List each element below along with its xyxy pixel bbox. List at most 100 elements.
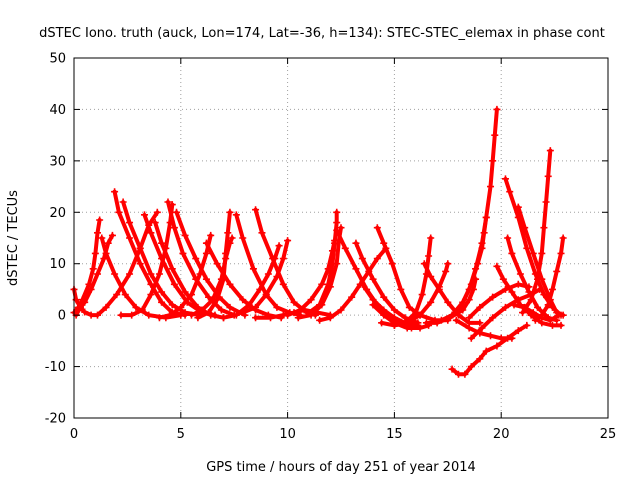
data-point bbox=[249, 265, 257, 273]
data-point bbox=[232, 211, 240, 219]
data-point bbox=[493, 342, 501, 350]
data-point bbox=[474, 260, 482, 268]
data-point bbox=[489, 157, 497, 165]
data-point bbox=[534, 303, 542, 311]
chart-title: dSTEC Iono. truth (auck, Lon=174, Lat=-3… bbox=[39, 26, 605, 41]
data-point bbox=[326, 314, 334, 322]
x-axis-label: GPS time / hours of day 251 of year 2014 bbox=[206, 460, 476, 475]
data-point bbox=[239, 296, 247, 304]
series-line bbox=[450, 323, 529, 377]
data-point bbox=[397, 285, 405, 293]
data-point bbox=[147, 291, 155, 299]
data-point bbox=[81, 298, 89, 306]
data-point bbox=[136, 244, 144, 252]
data-point bbox=[153, 208, 161, 216]
data-point bbox=[155, 314, 163, 322]
series-30 bbox=[390, 260, 452, 329]
data-point bbox=[96, 216, 104, 224]
data-point bbox=[158, 298, 166, 306]
data-point bbox=[546, 316, 554, 324]
data-point bbox=[467, 334, 475, 342]
y-tick-label: 40 bbox=[49, 103, 66, 118]
data-point bbox=[228, 234, 236, 242]
data-series bbox=[70, 105, 567, 378]
series-43 bbox=[519, 147, 554, 317]
data-point bbox=[422, 319, 430, 327]
data-point bbox=[510, 301, 518, 309]
data-point bbox=[416, 324, 424, 332]
data-point bbox=[173, 208, 181, 216]
data-point bbox=[403, 319, 411, 327]
data-point bbox=[465, 324, 473, 332]
data-point bbox=[487, 183, 495, 191]
data-point bbox=[499, 275, 507, 283]
data-point bbox=[352, 265, 360, 273]
data-point bbox=[187, 291, 195, 299]
data-point bbox=[168, 265, 176, 273]
data-point bbox=[508, 249, 516, 257]
data-point bbox=[504, 234, 512, 242]
data-point bbox=[523, 321, 531, 329]
data-point bbox=[482, 213, 490, 221]
data-point bbox=[273, 303, 281, 311]
data-point bbox=[226, 280, 234, 288]
data-point bbox=[202, 249, 210, 257]
data-point bbox=[140, 211, 148, 219]
data-point bbox=[194, 303, 202, 311]
data-point bbox=[390, 306, 398, 314]
x-tick-label: 10 bbox=[279, 427, 296, 442]
data-point bbox=[459, 298, 467, 306]
series-37 bbox=[452, 316, 516, 342]
data-point bbox=[205, 309, 213, 317]
data-point bbox=[467, 280, 475, 288]
x-tick-label: 15 bbox=[386, 427, 403, 442]
series-11 bbox=[155, 231, 215, 322]
data-point bbox=[145, 311, 153, 319]
data-point bbox=[514, 203, 522, 211]
data-point bbox=[179, 249, 187, 257]
data-point bbox=[279, 255, 287, 263]
data-point bbox=[448, 311, 456, 319]
data-point bbox=[548, 285, 556, 293]
data-point bbox=[559, 234, 567, 242]
data-point bbox=[198, 306, 206, 314]
data-point bbox=[102, 303, 110, 311]
data-point bbox=[378, 319, 386, 327]
data-point bbox=[369, 301, 377, 309]
data-point bbox=[121, 291, 129, 299]
data-point bbox=[444, 260, 452, 268]
series-17 bbox=[202, 239, 285, 322]
data-point bbox=[226, 303, 234, 311]
series-line bbox=[112, 189, 188, 318]
data-point bbox=[328, 260, 336, 268]
data-point bbox=[433, 319, 441, 327]
series-25 bbox=[352, 239, 422, 327]
data-point bbox=[213, 296, 221, 304]
data-point bbox=[333, 219, 341, 227]
data-point bbox=[164, 198, 172, 206]
x-tick-label: 25 bbox=[600, 427, 617, 442]
x-tick-label: 0 bbox=[70, 427, 78, 442]
data-point bbox=[76, 303, 84, 311]
data-point bbox=[521, 224, 529, 232]
data-point bbox=[262, 291, 270, 299]
data-point bbox=[489, 293, 497, 301]
x-axis-ticks: 0 5 10 15 20 25 bbox=[70, 58, 616, 442]
series-2 bbox=[72, 231, 116, 319]
series-18 bbox=[239, 237, 292, 317]
data-point bbox=[115, 208, 123, 216]
data-point bbox=[508, 288, 516, 296]
data-point bbox=[93, 229, 101, 237]
series-35 bbox=[448, 321, 531, 378]
data-point bbox=[275, 242, 283, 250]
data-point bbox=[170, 280, 178, 288]
data-point bbox=[91, 249, 99, 257]
data-point bbox=[476, 303, 484, 311]
data-point bbox=[427, 234, 435, 242]
data-point bbox=[467, 363, 475, 371]
series-16 bbox=[220, 242, 283, 322]
data-point bbox=[126, 270, 134, 278]
data-point bbox=[177, 303, 185, 311]
data-point bbox=[482, 347, 490, 355]
data-point bbox=[529, 309, 537, 317]
